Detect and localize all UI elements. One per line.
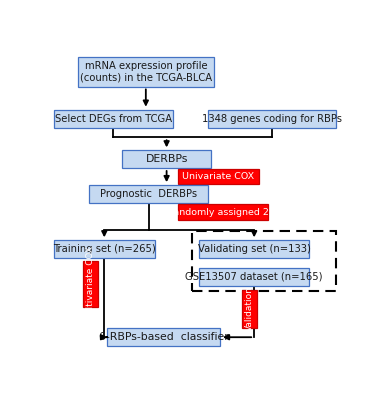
Text: DERBPs: DERBPs <box>146 154 188 164</box>
FancyBboxPatch shape <box>199 268 309 286</box>
Text: Randomly assigned 2:1: Randomly assigned 2:1 <box>167 208 278 217</box>
Text: Validating set (n=133): Validating set (n=133) <box>198 244 311 254</box>
FancyBboxPatch shape <box>199 240 309 258</box>
Text: 6-RBPs-based  classifier: 6-RBPs-based classifier <box>99 332 229 342</box>
Text: mRNA expression profile
(counts) in the TCGA-BLCA: mRNA expression profile (counts) in the … <box>80 61 212 83</box>
FancyBboxPatch shape <box>208 110 336 128</box>
FancyBboxPatch shape <box>122 150 211 168</box>
FancyBboxPatch shape <box>83 261 98 307</box>
Text: GSE13507 dataset (n=165): GSE13507 dataset (n=165) <box>185 272 323 282</box>
FancyBboxPatch shape <box>178 169 259 184</box>
FancyBboxPatch shape <box>77 57 214 86</box>
FancyBboxPatch shape <box>242 290 257 328</box>
Text: Select DEGs from TCGA: Select DEGs from TCGA <box>55 114 172 124</box>
Text: Validation: Validation <box>245 286 254 332</box>
Text: Multivariate COX: Multivariate COX <box>86 246 95 322</box>
FancyBboxPatch shape <box>107 328 220 346</box>
FancyBboxPatch shape <box>54 240 155 258</box>
FancyBboxPatch shape <box>89 185 208 203</box>
Text: Training set (n=265): Training set (n=265) <box>53 244 155 254</box>
FancyBboxPatch shape <box>54 110 173 128</box>
FancyBboxPatch shape <box>178 204 267 220</box>
Text: Univariate COX: Univariate COX <box>182 172 255 181</box>
Text: 1348 genes coding for RBPs: 1348 genes coding for RBPs <box>202 114 342 124</box>
Text: Prognostic  DERBPs: Prognostic DERBPs <box>100 189 197 199</box>
